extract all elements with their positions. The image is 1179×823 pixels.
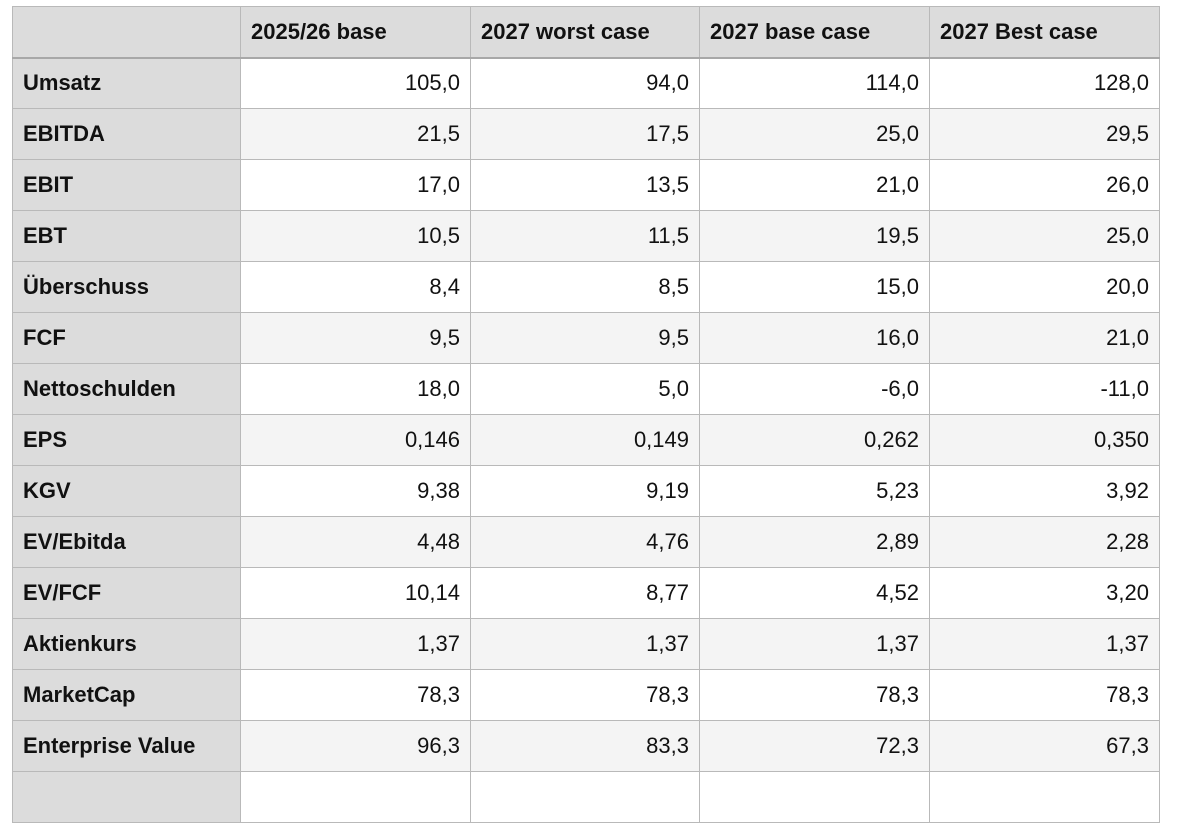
value-cell: 1,37 — [929, 618, 1160, 670]
column-header: 2027 Best case — [929, 6, 1160, 59]
value-cell: 25,0 — [929, 210, 1160, 262]
row-label: Umsatz — [12, 57, 241, 109]
corner-cell — [12, 6, 241, 59]
row-label: Aktienkurs — [12, 618, 241, 670]
value-cell: 19,5 — [699, 210, 930, 262]
value-cell: 0,146 — [240, 414, 471, 466]
value-cell: 8,5 — [470, 261, 700, 313]
value-cell: 1,37 — [240, 618, 471, 670]
value-cell: 21,5 — [240, 108, 471, 160]
row-label: EBIT — [12, 159, 241, 211]
page: 2025/26 base 2027 worst case 2027 base cas… — [12, 6, 1160, 823]
value-cell: 78,3 — [470, 669, 700, 721]
value-cell: 105,0 — [240, 57, 471, 109]
table-row: Aktienkurs 1,37 1,37 1,37 1,37 — [12, 618, 1160, 670]
table-row: Nettoschulden 18,0 5,0 -6,0 -11,0 — [12, 363, 1160, 415]
row-label: EBT — [12, 210, 241, 262]
value-cell: 10,14 — [240, 567, 471, 619]
value-cell: 2,89 — [699, 516, 930, 568]
value-cell: 96,3 — [240, 720, 471, 772]
table-row: EV/Ebitda 4,48 4,76 2,89 2,28 — [12, 516, 1160, 568]
value-cell: 78,3 — [929, 669, 1160, 721]
table-row: EPS 0,146 0,149 0,262 0,350 — [12, 414, 1160, 466]
header-row: 2025/26 base 2027 worst case 2027 base cas… — [12, 6, 1160, 59]
value-cell: 21,0 — [929, 312, 1160, 364]
value-cell: 8,77 — [470, 567, 700, 619]
value-cell: 15,0 — [699, 261, 930, 313]
value-cell: 9,19 — [470, 465, 700, 517]
value-cell: 1,37 — [699, 618, 930, 670]
value-cell: 4,52 — [699, 567, 930, 619]
value-cell: 3,92 — [929, 465, 1160, 517]
value-cell: 26,0 — [929, 159, 1160, 211]
value-cell: 4,48 — [240, 516, 471, 568]
value-cell: 9,5 — [470, 312, 700, 364]
value-cell: 5,0 — [470, 363, 700, 415]
data-table: 2025/26 base 2027 worst case 2027 base cas… — [12, 6, 1160, 823]
value-cell: 18,0 — [240, 363, 471, 415]
value-cell: 2,28 — [929, 516, 1160, 568]
value-cell: 20,0 — [929, 261, 1160, 313]
row-label: KGV — [12, 465, 241, 517]
row-label: EPS — [12, 414, 241, 466]
value-cell: 4,76 — [470, 516, 700, 568]
empty-cell — [240, 771, 471, 823]
table-row: Umsatz 105,0 94,0 114,0 128,0 — [12, 57, 1160, 109]
value-cell: 29,5 — [929, 108, 1160, 160]
row-label: FCF — [12, 312, 241, 364]
value-cell: 78,3 — [240, 669, 471, 721]
value-cell: 94,0 — [470, 57, 700, 109]
empty-cell — [929, 771, 1160, 823]
table-row: EBITDA 21,5 17,5 25,0 29,5 — [12, 108, 1160, 160]
value-cell: 0,149 — [470, 414, 700, 466]
row-label: EV/Ebitda — [12, 516, 241, 568]
value-cell: 8,4 — [240, 261, 471, 313]
table-row: Überschuss 8,4 8,5 15,0 20,0 — [12, 261, 1160, 313]
value-cell: -11,0 — [929, 363, 1160, 415]
value-cell: 21,0 — [699, 159, 930, 211]
spreadsheet: 2025/26 base 2027 worst case 2027 base cas… — [12, 6, 1160, 823]
value-cell: 114,0 — [699, 57, 930, 109]
empty-cell — [12, 771, 241, 823]
row-label: MarketCap — [12, 669, 241, 721]
value-cell: 10,5 — [240, 210, 471, 262]
value-cell: 0,262 — [699, 414, 930, 466]
value-cell: 1,37 — [470, 618, 700, 670]
table-row: KGV 9,38 9,19 5,23 3,92 — [12, 465, 1160, 517]
value-cell: 78,3 — [699, 669, 930, 721]
row-label: Nettoschulden — [12, 363, 241, 415]
value-cell: 128,0 — [929, 57, 1160, 109]
table-row: EBT 10,5 11,5 19,5 25,0 — [12, 210, 1160, 262]
value-cell: -6,0 — [699, 363, 930, 415]
value-cell: 17,0 — [240, 159, 471, 211]
value-cell: 9,38 — [240, 465, 471, 517]
empty-cell — [699, 771, 930, 823]
empty-cell — [470, 771, 700, 823]
table-row: MarketCap 78,3 78,3 78,3 78,3 — [12, 669, 1160, 721]
value-cell: 3,20 — [929, 567, 1160, 619]
row-label: Enterprise Value — [12, 720, 241, 772]
value-cell: 9,5 — [240, 312, 471, 364]
column-header: 2027 base case — [699, 6, 930, 59]
value-cell: 67,3 — [929, 720, 1160, 772]
column-header: 2027 worst case — [470, 6, 700, 59]
row-label: EBITDA — [12, 108, 241, 160]
table-row: Enterprise Value 96,3 83,3 72,3 67,3 — [12, 720, 1160, 772]
value-cell: 0,350 — [929, 414, 1160, 466]
table-row: FCF 9,5 9,5 16,0 21,0 — [12, 312, 1160, 364]
row-label: EV/FCF — [12, 567, 241, 619]
value-cell: 16,0 — [699, 312, 930, 364]
table-row — [12, 771, 1160, 823]
row-label: Überschuss — [12, 261, 241, 313]
value-cell: 72,3 — [699, 720, 930, 772]
value-cell: 5,23 — [699, 465, 930, 517]
value-cell: 83,3 — [470, 720, 700, 772]
value-cell: 13,5 — [470, 159, 700, 211]
column-header: 2025/26 base — [240, 6, 471, 59]
value-cell: 11,5 — [470, 210, 700, 262]
table-row: EBIT 17,0 13,5 21,0 26,0 — [12, 159, 1160, 211]
table-row: EV/FCF 10,14 8,77 4,52 3,20 — [12, 567, 1160, 619]
value-cell: 25,0 — [699, 108, 930, 160]
value-cell: 17,5 — [470, 108, 700, 160]
